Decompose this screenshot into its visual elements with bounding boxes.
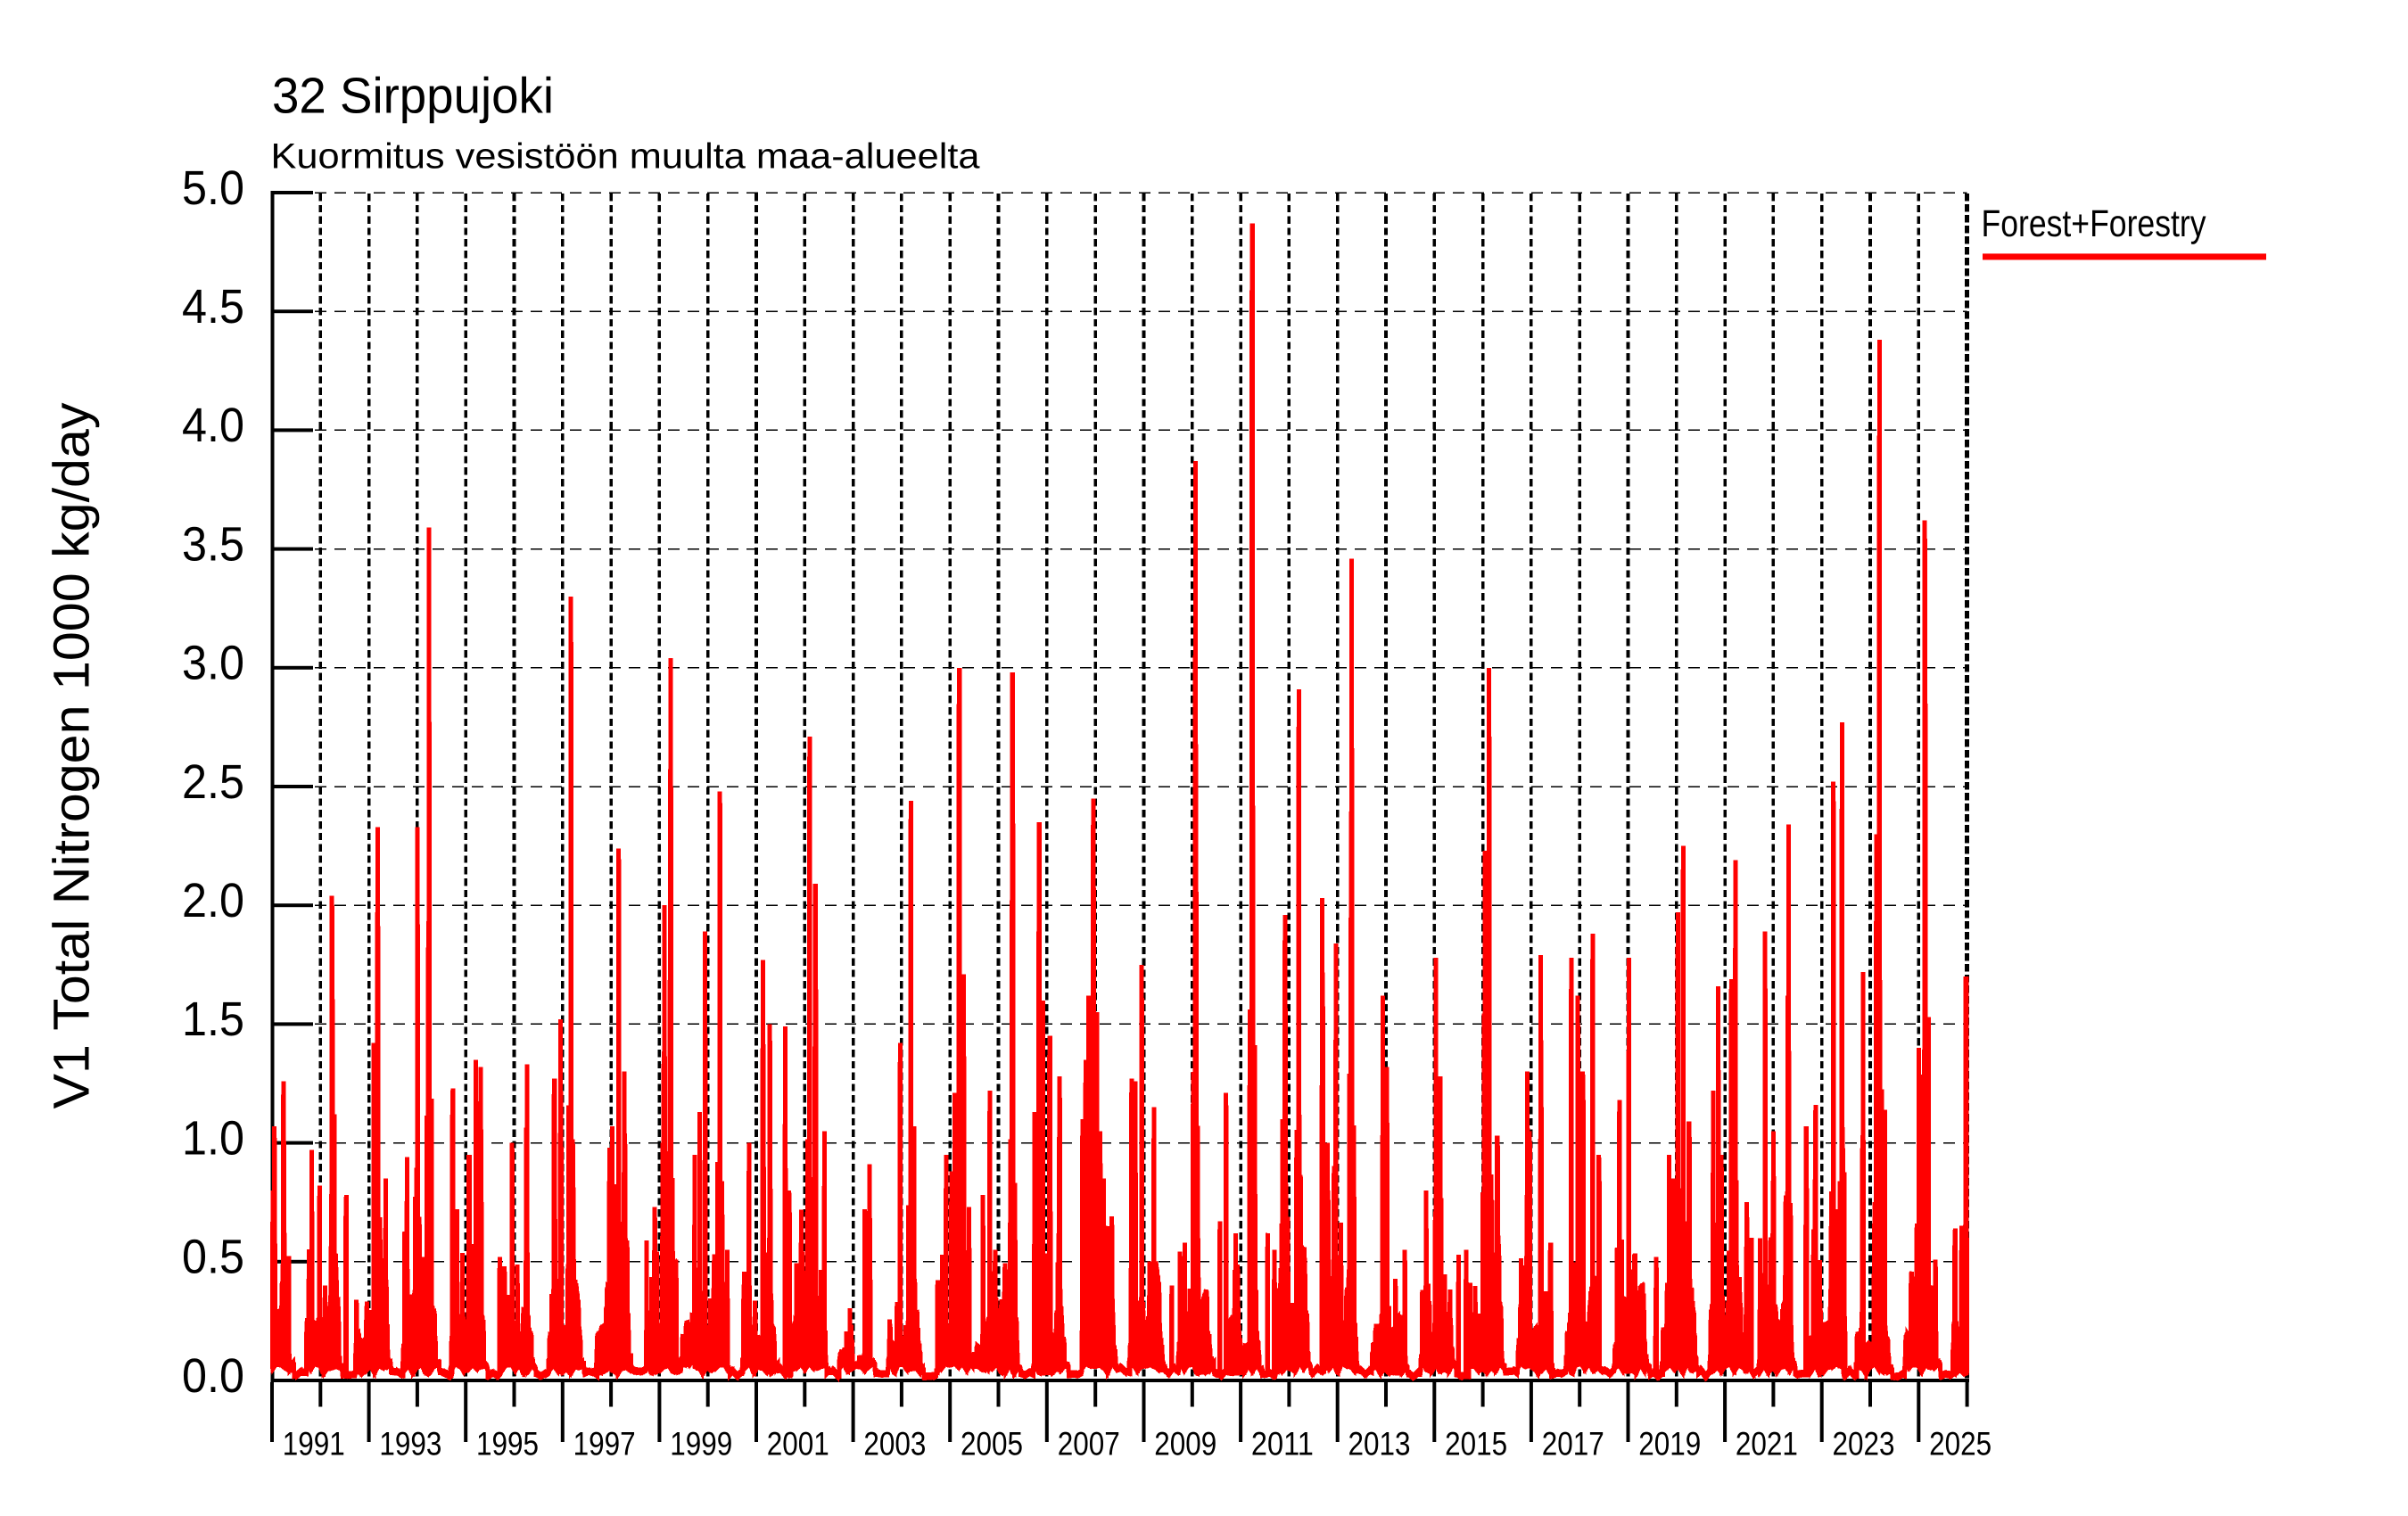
svg-text:1995: 1995 bbox=[476, 1426, 539, 1462]
svg-text:32 Sirppujoki: 32 Sirppujoki bbox=[272, 68, 554, 124]
svg-text:2015: 2015 bbox=[1445, 1426, 1507, 1462]
svg-text:2011: 2011 bbox=[1251, 1426, 1314, 1462]
svg-text:3.5: 3.5 bbox=[182, 517, 244, 571]
svg-text:2013: 2013 bbox=[1348, 1426, 1411, 1462]
svg-text:3.0: 3.0 bbox=[182, 637, 244, 690]
svg-text:2021: 2021 bbox=[1736, 1426, 1798, 1462]
svg-text:2003: 2003 bbox=[863, 1426, 926, 1462]
svg-text:4.5: 4.5 bbox=[182, 280, 244, 334]
svg-text:2.0: 2.0 bbox=[182, 874, 244, 927]
svg-text:0.0: 0.0 bbox=[182, 1349, 244, 1403]
svg-text:2017: 2017 bbox=[1542, 1426, 1604, 1462]
svg-text:1999: 1999 bbox=[670, 1426, 732, 1462]
svg-text:5.0: 5.0 bbox=[182, 161, 244, 215]
svg-text:2007: 2007 bbox=[1058, 1426, 1120, 1462]
svg-text:Forest+Forestry: Forest+Forestry bbox=[1982, 203, 2207, 245]
svg-text:2023: 2023 bbox=[1833, 1426, 1895, 1462]
svg-text:1991: 1991 bbox=[283, 1426, 345, 1462]
svg-text:1993: 1993 bbox=[379, 1426, 441, 1462]
svg-text:1.5: 1.5 bbox=[182, 993, 244, 1046]
svg-text:0.5: 0.5 bbox=[182, 1231, 244, 1284]
svg-text:2025: 2025 bbox=[1929, 1426, 1992, 1462]
svg-text:4.0: 4.0 bbox=[182, 399, 244, 452]
svg-text:1.0: 1.0 bbox=[182, 1111, 244, 1165]
svg-text:2019: 2019 bbox=[1638, 1426, 1701, 1462]
svg-text:2.5: 2.5 bbox=[182, 755, 244, 809]
svg-text:Kuormitus vesistöön muulta maa: Kuormitus vesistöön muulta maa-alueelta bbox=[271, 137, 981, 177]
svg-text:2009: 2009 bbox=[1154, 1426, 1216, 1462]
svg-text:2005: 2005 bbox=[961, 1426, 1023, 1462]
svg-text:2001: 2001 bbox=[767, 1426, 829, 1462]
svg-text:1997: 1997 bbox=[573, 1426, 636, 1462]
svg-text:V1 Total Nitrogen 1000 kg/day: V1 Total Nitrogen 1000 kg/day bbox=[44, 402, 101, 1109]
